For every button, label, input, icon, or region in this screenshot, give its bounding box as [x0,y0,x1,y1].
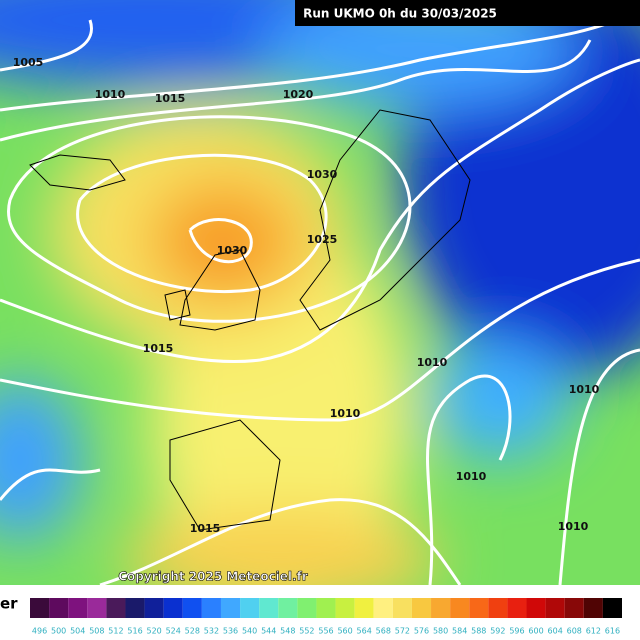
coastlines [29,109,471,531]
legend-swatch [507,598,527,618]
legend-tick-label: 612 [586,627,601,636]
legend-swatch [259,598,279,618]
legend-swatch [583,598,603,618]
legend-swatch [411,598,432,618]
isobar-label: 1010 [558,520,589,533]
title-box [295,0,640,26]
legend-tick-label: 536 [223,627,238,636]
legend-swatch [201,598,221,618]
legend-tick-label: 552 [299,627,314,636]
legend-tick-label: 568 [376,627,391,636]
legend-tick-label: 608 [567,627,582,636]
legend-swatch [144,598,164,618]
isobar-labels: 1005 1010 1015 1020 1030 1030 1025 1015 1010 1010… [13,56,600,535]
legend-tick-label: 496 [32,627,47,636]
isobar-label: 1015 [143,342,174,355]
legend-swatch [297,598,317,618]
isobar-label: 1015 [155,92,186,105]
isobar-label: 1015 [190,522,221,535]
isobar-label: 1025 [307,233,338,246]
legend-tick-label: 564 [357,627,372,636]
isobar-label: 1020 [283,88,314,101]
legend-tick-label: 576 [414,627,429,636]
legend-tick-label: 500 [51,627,66,636]
legend-swatch [602,598,622,618]
legend-swatch [488,598,508,618]
legend-tick-label: 520 [146,627,161,636]
isobar-label: 1010 [456,470,487,483]
legend-swatch [240,598,260,618]
legend-tick-label: 512 [108,627,123,636]
legend-swatch [564,598,584,618]
legend-tick-label: 560 [337,627,352,636]
legend-swatch [545,598,565,618]
legend-label: er [0,595,18,613]
legend-tick-label: 528 [185,627,200,636]
legend-tick-label: 504 [70,627,85,636]
legend-swatch [354,598,374,618]
isobar-label: 1010 [330,407,361,420]
legend-swatch [125,598,145,618]
legend: 496 500 504 508 512 516 520 524 528 532 536 540 544 5… [30,598,622,636]
legend-swatch [526,598,546,618]
legend-tick-label: 516 [127,627,142,636]
legend-tick-label: 616 [605,627,620,636]
legend-tick-label: 588 [471,627,486,636]
isobar-label: 1010 [417,356,448,369]
isobar-label: 1010 [569,383,600,396]
legend-swatch [392,598,412,618]
legend-tick-label: 548 [280,627,295,636]
legend-tick-label: 532 [204,627,219,636]
legend-swatch [163,598,183,618]
legend-tick-label: 600 [528,627,543,636]
legend-tick-label: 580 [433,627,448,636]
legend-swatch [469,598,489,618]
legend-swatch [450,598,470,618]
legend-tick-label: 544 [261,627,276,636]
isobar-label: 1030 [217,244,248,257]
legend-tick-label: 556 [318,627,333,636]
legend-tick-label: 596 [509,627,524,636]
legend-tick-label: 584 [452,627,467,636]
legend-swatch [182,598,202,618]
legend-swatch [373,598,393,618]
legend-swatch [316,598,336,618]
isobar-label: 1010 [95,88,126,101]
copyright: Copyright 2025 Meteociel.fr [118,570,308,584]
map-field: 1005 1010 1015 1020 1030 1030 1025 1015 1010 1010… [0,0,640,585]
legend-swatch [106,598,126,618]
legend-swatch [278,598,298,618]
legend-swatch [220,598,241,618]
legend-swatch [431,598,451,618]
legend-swatch [87,598,107,618]
isobar-label: 1005 [13,56,44,69]
legend-swatch [68,598,88,618]
legend-tick-label: 524 [166,627,181,636]
legend-tick-label: 540 [242,627,257,636]
legend-tick-label: 592 [490,627,505,636]
isobars [0,8,640,585]
legend-swatch [30,598,50,618]
legend-swatch [335,598,355,618]
legend-tick-label: 604 [548,627,563,636]
legend-tick-label: 508 [89,627,104,636]
legend-swatch [49,598,69,618]
legend-tick-label: 572 [395,627,410,636]
title: Run UKMO 0h du 30/03/2025 [303,7,497,21]
isobar-label: 1030 [307,168,338,181]
